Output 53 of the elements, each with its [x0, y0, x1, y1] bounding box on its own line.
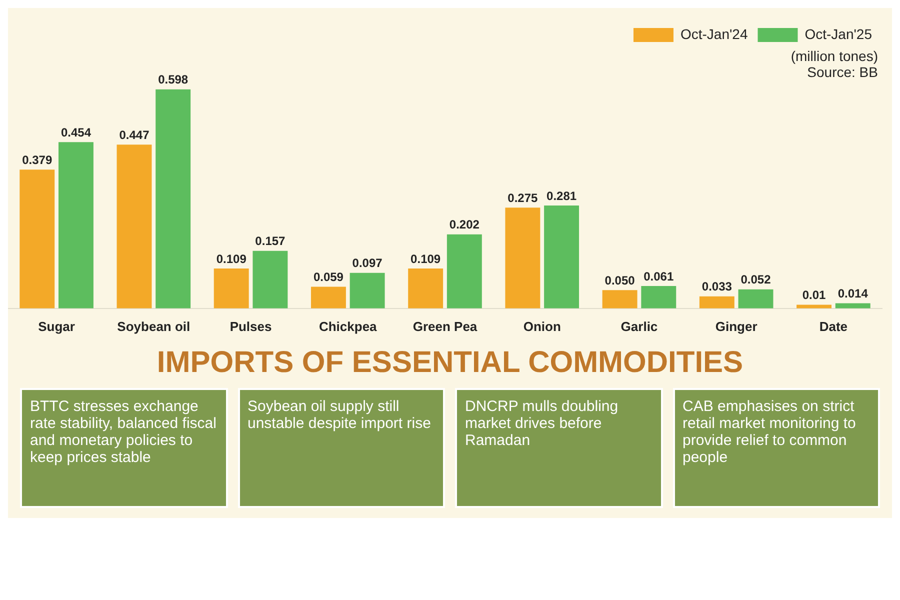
bar [156, 89, 191, 308]
bar [544, 205, 580, 308]
data-label: 0.447 [119, 128, 150, 142]
data-label: 0.157 [255, 234, 286, 248]
data-label: 0.059 [313, 270, 344, 284]
x-tick-label: Date [819, 318, 848, 334]
data-label: 0.379 [22, 152, 52, 167]
data-label: 0.01 [802, 288, 826, 302]
bar [310, 286, 346, 308]
x-tick-label: Pulses [230, 318, 272, 334]
bar [252, 250, 288, 308]
bar [738, 289, 774, 308]
x-tick-label: Sugar [38, 318, 75, 334]
legend-label: Oct-Jan'24 [680, 26, 748, 42]
x-tick-label: Soybean oil [117, 318, 190, 334]
data-label: 0.033 [702, 280, 732, 294]
bar [20, 170, 55, 308]
source-note: Source: BB [806, 64, 878, 80]
bar [350, 272, 385, 308]
data-label: 0.052 [740, 272, 772, 287]
text: DNCRP mulls doubling market drives before Ramadan [455, 388, 662, 508]
x-tick-label: Onion [523, 318, 561, 334]
data-label: 0.109 [410, 252, 441, 266]
data-label: 0.281 [546, 188, 577, 203]
legend-label: Oct-Jan'25 [804, 26, 872, 42]
bar [116, 144, 152, 308]
data-label: 0.275 [508, 190, 538, 205]
bar [214, 268, 249, 308]
data-label: 0.598 [158, 72, 188, 87]
data-label: 0.061 [644, 269, 674, 284]
x-tick-label: Ginger [715, 318, 758, 334]
x-tick-label: Garlic [620, 318, 658, 334]
data-label: 0.050 [604, 273, 636, 288]
bar [446, 234, 482, 308]
x-tick-label: Green Pea [412, 318, 478, 334]
data-label: 0.202 [449, 218, 480, 232]
bar [641, 286, 676, 308]
data-label: 0.097 [352, 256, 383, 270]
x-tick-label: Chickpea [318, 318, 378, 334]
data-label: 0.014 [838, 286, 868, 301]
data-label: 0.109 [216, 252, 247, 266]
bar [408, 268, 444, 308]
bar [602, 290, 638, 308]
text: CAB emphasises on strict retail market monitoring to provide relief to common people [672, 388, 880, 508]
bar [58, 142, 94, 308]
bar [699, 296, 734, 308]
text: Soybean oil supply still unstable despite import rise [238, 388, 445, 508]
text: IMPORTS OF ESSENTIAL COMMODITIES [156, 346, 744, 380]
bar [505, 208, 540, 308]
bar [796, 304, 832, 308]
text: BTTC stresses exchange rate stability, balanced fiscal and monetary policies to keep prices stable [20, 388, 228, 508]
text: (million tones) [790, 48, 878, 64]
data-label: 0.454 [60, 125, 92, 140]
